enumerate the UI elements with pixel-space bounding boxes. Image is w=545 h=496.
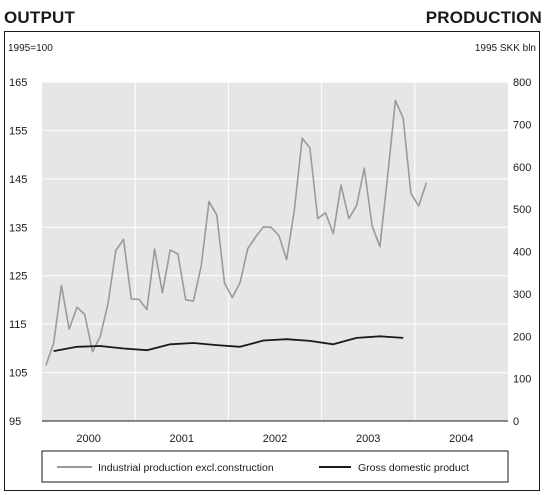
x-axis-tick-label: 2001 bbox=[170, 433, 194, 445]
right-axis-tick-labels: 0 100 200 300 400 500 600 700 800 bbox=[513, 77, 531, 428]
page-title-output: OUTPUT bbox=[4, 8, 76, 27]
series-lines bbox=[45, 99, 428, 366]
series-line-gdp bbox=[53, 335, 404, 352]
x-axis-tick-label: 2000 bbox=[76, 433, 100, 445]
line-chart: 1995=100 1995 SKK bln 95 105 115 125 135 145 1… bbox=[8, 43, 536, 483]
left-axis-tick-label: 135 bbox=[9, 222, 27, 234]
left-axis-tick-label: 145 bbox=[9, 174, 27, 186]
right-axis-tick-label: 400 bbox=[513, 247, 531, 259]
right-axis-tick-label: 200 bbox=[513, 331, 531, 343]
left-axis-unit-label: 1995=100 bbox=[8, 43, 53, 54]
grid-lines bbox=[42, 81, 508, 421]
right-axis-tick-label: 600 bbox=[513, 162, 531, 174]
legend-label-gdp: Gross domestic product bbox=[358, 462, 469, 474]
x-axis-tick-label: 2002 bbox=[263, 433, 287, 445]
x-axis-tick-labels: 2000 2001 2002 2003 2004 bbox=[76, 433, 473, 445]
right-axis-tick-label: 800 bbox=[513, 77, 531, 89]
right-axis-unit-label: 1995 SKK bln bbox=[475, 43, 536, 54]
series-line-industrial-production bbox=[45, 99, 428, 366]
right-axis-tick-label: 100 bbox=[513, 374, 531, 386]
chart-frame: 1995=100 1995 SKK bln 95 105 115 125 135 145 1… bbox=[4, 31, 540, 491]
left-axis-tick-labels: 95 105 115 125 135 145 155 165 bbox=[9, 77, 27, 428]
right-axis-tick-label: 300 bbox=[513, 289, 531, 301]
right-axis-tick-label: 500 bbox=[513, 204, 531, 216]
x-axis-tick-label: 2004 bbox=[449, 433, 473, 445]
page-title-production: PRODUCTION bbox=[425, 8, 542, 27]
left-axis-tick-label: 155 bbox=[9, 125, 27, 137]
left-axis-tick-label: 125 bbox=[9, 271, 27, 283]
legend-box bbox=[41, 450, 509, 483]
legend-label-industrial: Industrial production excl.construction bbox=[98, 462, 274, 474]
left-axis-tick-label: 95 bbox=[9, 416, 21, 428]
left-axis-tick-label: 105 bbox=[9, 368, 27, 380]
plot-area bbox=[42, 82, 508, 421]
left-axis-tick-label: 165 bbox=[9, 77, 27, 89]
right-axis-tick-label: 700 bbox=[513, 119, 531, 131]
right-axis-tick-label: 0 bbox=[513, 416, 519, 428]
left-axis-tick-label: 115 bbox=[9, 319, 27, 331]
x-axis-tick-label: 2003 bbox=[356, 433, 380, 445]
